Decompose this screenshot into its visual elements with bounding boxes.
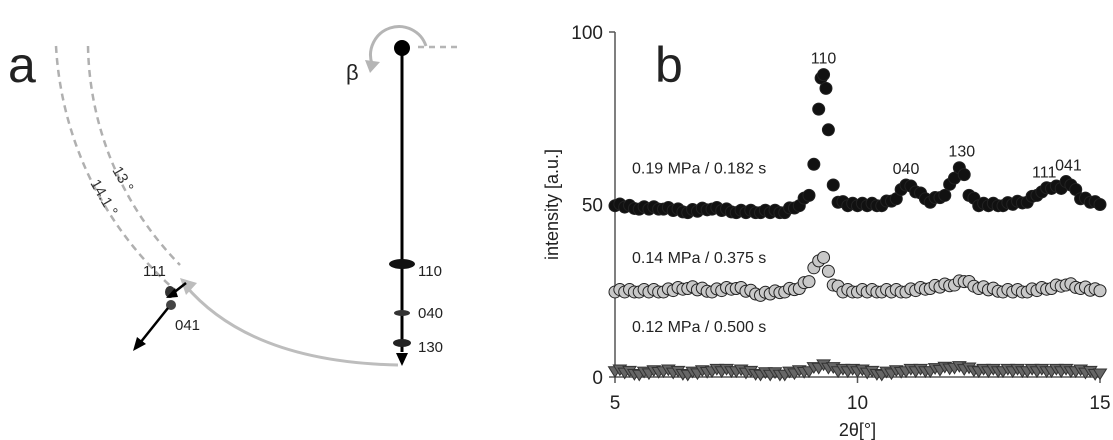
data-point	[826, 178, 840, 192]
reflection-label-040: 040	[418, 305, 443, 322]
series-1	[608, 250, 1107, 302]
arrow-041-head	[133, 337, 146, 351]
reflection-label-110: 110	[418, 263, 442, 280]
panel-b-label: b	[655, 37, 683, 93]
rotation-arrowhead	[365, 60, 380, 73]
peak-label-130: 130	[948, 144, 975, 161]
series-0	[608, 68, 1107, 220]
reflection-spot-110	[389, 259, 415, 269]
series-label-0: 0.19 MPa / 0.182 s	[632, 160, 766, 177]
beta-label: β	[346, 60, 359, 85]
meridian-origin-dot	[394, 40, 410, 56]
reflection-spot-040	[394, 310, 410, 316]
data-point	[812, 102, 826, 116]
data-point	[1092, 368, 1108, 381]
series-label-1: 0.14 MPa / 0.375 s	[632, 250, 766, 267]
arrow-041	[139, 307, 169, 344]
series-2	[607, 359, 1108, 382]
data-point	[807, 157, 821, 171]
data-point	[821, 264, 835, 278]
data-point	[821, 123, 835, 137]
panel-b-intensity-chart: 0 50 100 5 10 15 2θ[°] intensity [a.u.] b 0.19 M…	[542, 23, 1111, 440]
y-axis-label: intensity [a.u.]	[542, 149, 562, 260]
peak-label-041: 041	[1055, 157, 1082, 174]
y-tick-label: 100	[571, 23, 603, 44]
data-point	[957, 168, 971, 182]
rotation-arrow	[369, 25, 428, 65]
reflection-label-111: 111	[143, 263, 166, 280]
x-tick-label: 15	[1089, 393, 1110, 414]
peak-label-110: 110	[811, 50, 837, 67]
meridian-arrowhead	[396, 353, 408, 366]
series-label-2: 0.12 MPa / 0.500 s	[632, 319, 766, 336]
peak-label-111: 111	[1032, 164, 1056, 181]
x-tick-label: 5	[610, 393, 621, 414]
arc-label-13: 13 °	[109, 164, 137, 196]
panel-a-label: a	[8, 37, 36, 93]
data-point	[938, 188, 952, 202]
y-tick-label: 50	[582, 196, 603, 217]
reflection-spot-041	[166, 300, 176, 310]
data-point	[1093, 198, 1107, 211]
reflection-label-041: 041	[175, 317, 200, 334]
data-point	[817, 250, 831, 264]
data-point	[1093, 284, 1107, 298]
data-point	[817, 68, 831, 82]
panel-a-diffraction-pattern: a 13 ° 14.1 ° β 110 040 130 111 041	[8, 25, 462, 367]
reflection-spot-130	[393, 339, 411, 347]
data-point	[802, 188, 816, 202]
reflection-label-130: 130	[418, 339, 443, 356]
arc-14-1-deg	[54, 45, 176, 291]
chart-labels: 0.19 MPa / 0.182 s 0.14 MPa / 0.375 s 0.12…	[632, 50, 1082, 336]
arrow-111-head	[166, 288, 178, 298]
y-tick-label: 0	[592, 368, 603, 389]
chart-series	[607, 68, 1108, 382]
arc-13-deg	[86, 45, 181, 266]
x-axis-label: 2θ[°]	[839, 420, 876, 440]
data-point	[802, 275, 816, 289]
rotation-arc	[183, 284, 399, 367]
data-point	[819, 81, 833, 95]
peak-label-040: 040	[893, 161, 920, 178]
x-tick-label: 10	[847, 393, 868, 414]
rotation-arc-arrowhead	[180, 278, 197, 295]
